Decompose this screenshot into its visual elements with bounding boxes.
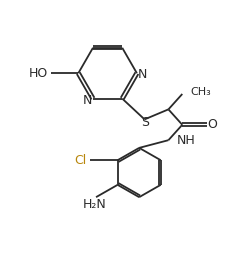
- Text: HO: HO: [28, 67, 47, 80]
- Text: Cl: Cl: [75, 154, 87, 167]
- Text: N: N: [138, 68, 147, 81]
- Text: O: O: [207, 118, 217, 131]
- Text: H₂N: H₂N: [83, 198, 106, 211]
- Text: CH₃: CH₃: [190, 87, 211, 97]
- Text: NH: NH: [177, 134, 196, 148]
- Text: N: N: [83, 94, 92, 107]
- Text: S: S: [141, 116, 149, 129]
